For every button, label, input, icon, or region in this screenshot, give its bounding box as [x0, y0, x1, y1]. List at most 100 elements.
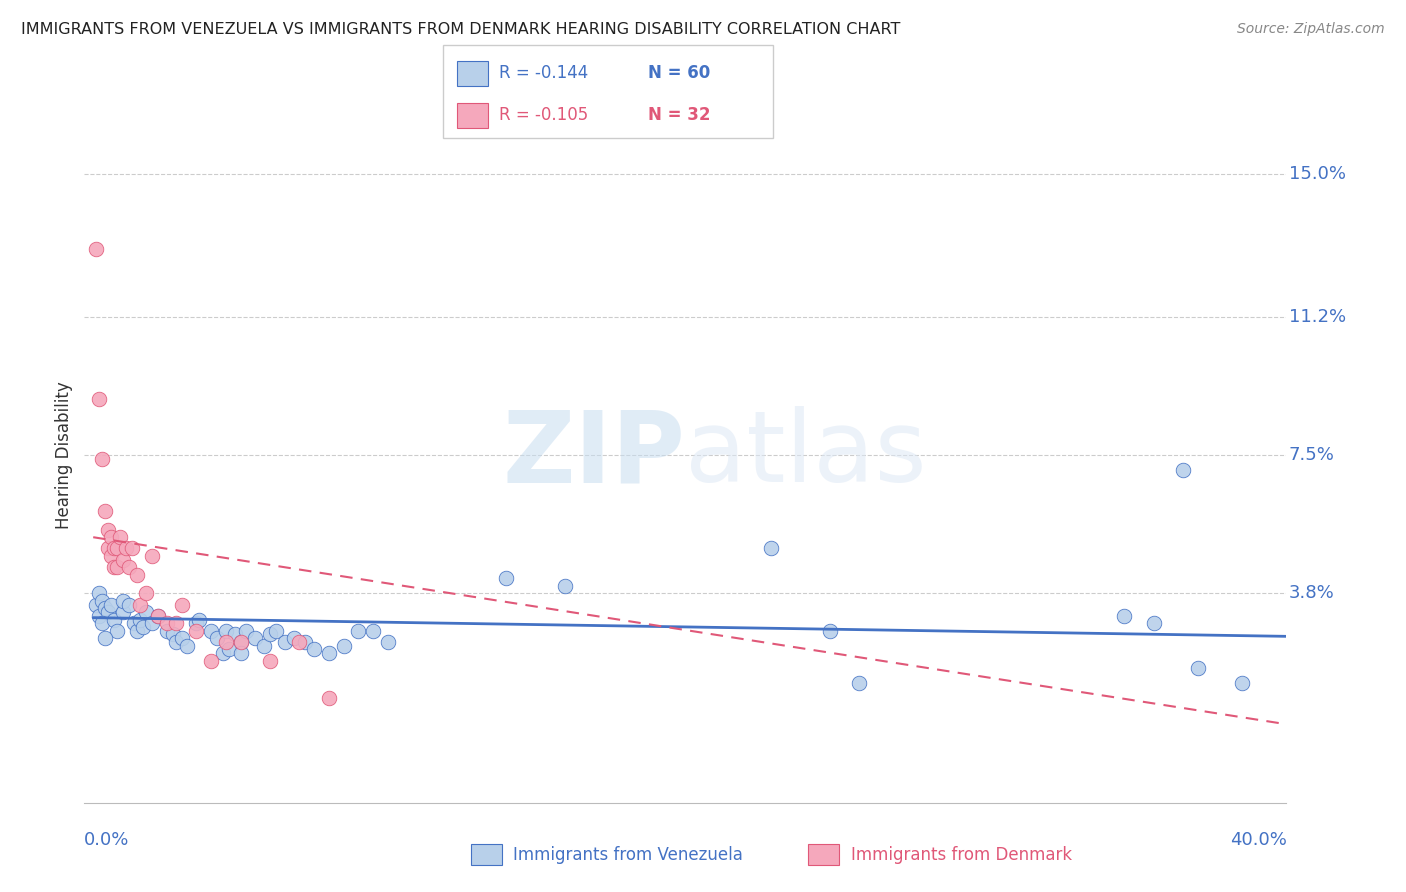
Point	[94, 601, 117, 615]
Point	[218, 642, 240, 657]
Point	[1173, 463, 1195, 477]
Point	[205, 631, 228, 645]
Point	[94, 504, 117, 518]
Point	[554, 579, 576, 593]
Point	[186, 624, 208, 638]
Point	[1232, 676, 1254, 690]
Point	[91, 594, 114, 608]
Point	[91, 616, 114, 631]
Point	[156, 624, 179, 638]
Point	[111, 552, 134, 566]
Point	[103, 541, 125, 556]
Point	[259, 654, 281, 668]
Point	[229, 635, 252, 649]
Point	[146, 608, 169, 623]
Point	[162, 627, 184, 641]
Point	[759, 541, 782, 556]
Point	[141, 549, 163, 563]
Point	[165, 635, 187, 649]
Point	[318, 646, 340, 660]
Point	[84, 598, 107, 612]
Point	[97, 541, 120, 556]
Point	[103, 613, 125, 627]
Point	[135, 605, 157, 619]
Point	[302, 642, 325, 657]
Point	[215, 624, 238, 638]
Point	[229, 635, 252, 649]
Y-axis label: Hearing Disability: Hearing Disability	[55, 381, 73, 529]
Point	[200, 624, 222, 638]
Text: Immigrants from Denmark: Immigrants from Denmark	[851, 846, 1071, 863]
Point	[129, 613, 152, 627]
Point	[129, 598, 152, 612]
Point	[848, 676, 870, 690]
Text: 3.8%: 3.8%	[1289, 584, 1334, 602]
Point	[215, 635, 238, 649]
Point	[111, 605, 134, 619]
Point	[245, 631, 267, 645]
Point	[318, 691, 340, 706]
Point	[100, 530, 122, 544]
Point	[495, 571, 517, 585]
Point	[121, 541, 143, 556]
Point	[253, 639, 276, 653]
Point	[294, 635, 316, 649]
Text: Immigrants from Venezuela: Immigrants from Venezuela	[513, 846, 742, 863]
Point	[146, 608, 169, 623]
Point	[108, 530, 131, 544]
Point	[103, 560, 125, 574]
Text: 40.0%: 40.0%	[1230, 830, 1286, 848]
Point	[818, 624, 841, 638]
Text: 0.0%: 0.0%	[84, 830, 129, 848]
Point	[377, 635, 399, 649]
Point	[100, 598, 122, 612]
Point	[87, 608, 110, 623]
Point	[84, 242, 107, 256]
Point	[135, 586, 157, 600]
Point	[1143, 616, 1166, 631]
Point	[165, 616, 187, 631]
Point	[94, 631, 117, 645]
Point	[132, 620, 155, 634]
Point	[87, 586, 110, 600]
Point	[361, 624, 384, 638]
Point	[1114, 608, 1136, 623]
Point	[283, 631, 305, 645]
Point	[211, 646, 233, 660]
Text: N = 32: N = 32	[648, 106, 710, 124]
Point	[200, 654, 222, 668]
Point	[111, 594, 134, 608]
Point	[188, 613, 211, 627]
Point	[127, 624, 149, 638]
Point	[141, 616, 163, 631]
Point	[105, 624, 128, 638]
Text: 7.5%: 7.5%	[1289, 446, 1334, 464]
Text: R = -0.105: R = -0.105	[499, 106, 588, 124]
Point	[288, 635, 311, 649]
Text: ZIP: ZIP	[502, 407, 686, 503]
Text: R = -0.144: R = -0.144	[499, 64, 588, 82]
Point	[105, 541, 128, 556]
Point	[117, 598, 139, 612]
Point	[1187, 661, 1209, 675]
Point	[124, 616, 146, 631]
Point	[100, 549, 122, 563]
Point	[114, 541, 136, 556]
Point	[170, 631, 193, 645]
Text: atlas: atlas	[686, 407, 927, 503]
Point	[87, 392, 110, 406]
Point	[224, 627, 246, 641]
Point	[91, 451, 114, 466]
Point	[176, 639, 198, 653]
Point	[117, 560, 139, 574]
Point	[127, 567, 149, 582]
Point	[229, 646, 252, 660]
Point	[273, 635, 295, 649]
Point	[259, 627, 281, 641]
Text: N = 60: N = 60	[648, 64, 710, 82]
Point	[97, 605, 120, 619]
Text: Source: ZipAtlas.com: Source: ZipAtlas.com	[1237, 22, 1385, 37]
Point	[186, 616, 208, 631]
Text: IMMIGRANTS FROM VENEZUELA VS IMMIGRANTS FROM DENMARK HEARING DISABILITY CORRELAT: IMMIGRANTS FROM VENEZUELA VS IMMIGRANTS …	[21, 22, 900, 37]
Point	[332, 639, 354, 653]
